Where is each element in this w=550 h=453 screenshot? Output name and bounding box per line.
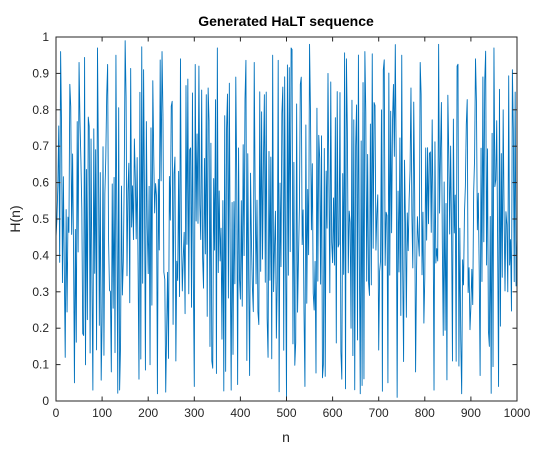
y-tick-label: 0.1: [32, 358, 49, 372]
y-tick-label: 0.4: [32, 248, 49, 262]
x-tick-label: 900: [461, 406, 481, 420]
x-tick-label: 400: [230, 406, 250, 420]
x-tick-label: 500: [276, 406, 296, 420]
x-tick-label: 700: [369, 406, 389, 420]
y-tick-label: 0.7: [32, 139, 49, 153]
x-axis: 0 100 200 300 400 500 600 700 800 900 1000: [53, 37, 531, 420]
y-axis-label: H(n): [7, 205, 23, 232]
x-tick-label: 800: [415, 406, 435, 420]
x-tick-label: 100: [92, 406, 112, 420]
y-tick-label: 0.6: [32, 176, 49, 190]
y-tick-label: 0.8: [32, 103, 49, 117]
y-tick-label: 0.2: [32, 321, 49, 335]
y-axis: 0 0.1 0.2 0.3 0.4 0.5 0.6 0.7 0.8 0.9 1: [32, 30, 517, 408]
chart-title: Generated HaLT sequence: [198, 13, 374, 29]
y-tick-label: 0: [42, 394, 49, 408]
y-tick-label: 0.9: [32, 66, 49, 80]
y-tick-label: 1: [42, 30, 49, 44]
x-tick-label: 0: [53, 406, 60, 420]
y-tick-label: 0.3: [32, 285, 49, 299]
x-axis-label: n: [282, 429, 290, 445]
x-tick-label: 600: [323, 406, 343, 420]
x-tick-label: 1000: [504, 406, 531, 420]
y-tick-label: 0.5: [32, 212, 49, 226]
x-tick-label: 200: [138, 406, 158, 420]
x-tick-label: 300: [184, 406, 204, 420]
